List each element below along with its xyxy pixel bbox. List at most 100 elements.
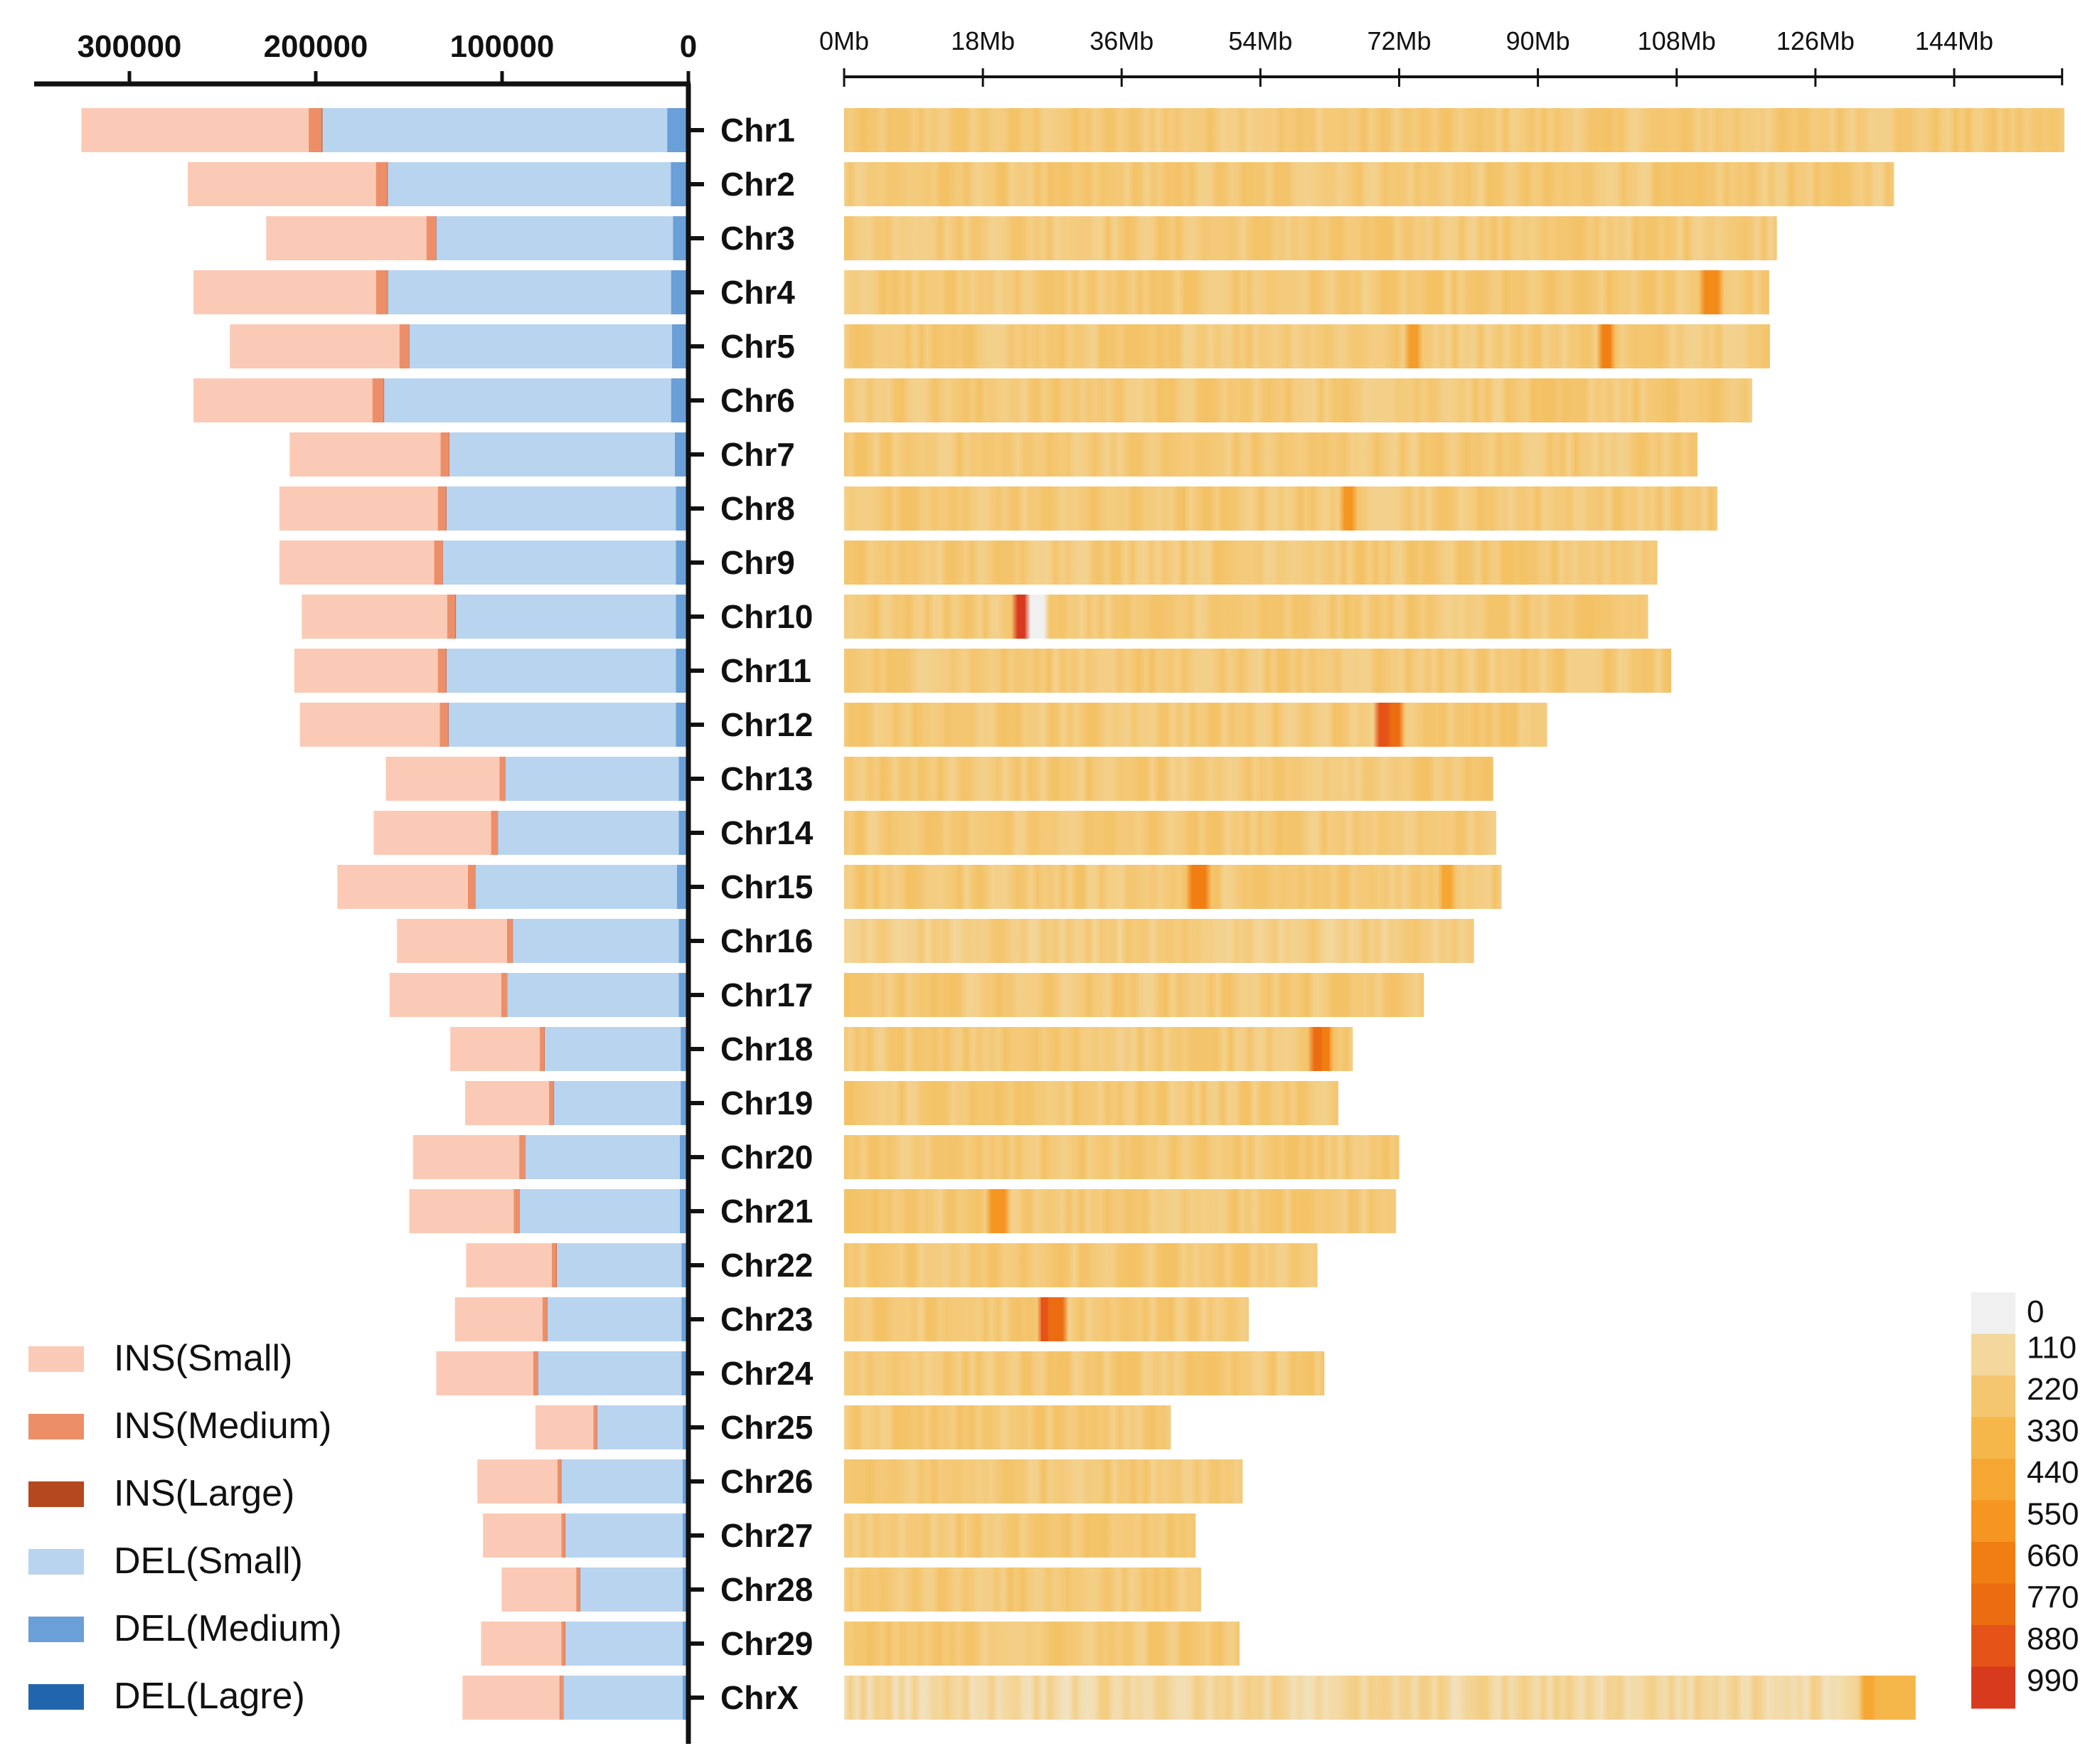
scale-label: 0: [2027, 1294, 2044, 1329]
bar-group-chr8: [279, 486, 688, 531]
heat-strip-chr22: [844, 1243, 1318, 1287]
heat-strip-chr1: [844, 108, 2064, 152]
bar-segment-del-small: [388, 162, 671, 206]
heat-strip-chr3: [844, 216, 1777, 260]
chromosome-label: Chr3: [720, 220, 795, 257]
bar-segment-del-medium: [681, 1081, 688, 1125]
chromosome-label: Chr17: [720, 976, 813, 1013]
heat-hotspot: [1441, 865, 1449, 909]
bar-group-chr17: [389, 973, 688, 1017]
bar-segment-del-medium: [678, 757, 688, 801]
bar-group-chr14: [373, 811, 688, 855]
chromosome-label: Chr8: [720, 490, 795, 527]
bar-segment-ins-large: [448, 703, 449, 747]
heat-strip-chr17: [844, 973, 1424, 1017]
bar-segment-ins-small: [436, 1351, 533, 1395]
bar-segment-ins-medium: [576, 1567, 580, 1612]
heat-hotspot: [1392, 703, 1400, 747]
legend-label: INS(Medium): [114, 1405, 331, 1447]
bar-segment-del-small: [505, 757, 679, 801]
bar-segment-del-medium: [671, 270, 688, 314]
heat-hotspot: [1018, 595, 1025, 639]
heat-strip-chr7: [844, 432, 1697, 477]
bar-segment-del-medium: [681, 1297, 688, 1341]
heat-hotspot: [994, 1189, 1002, 1233]
legend-label: DEL(Small): [114, 1540, 303, 1582]
legend-swatch: [28, 1481, 84, 1507]
bar-segment-ins-medium: [491, 811, 498, 855]
bar-group-chr6: [193, 378, 688, 422]
bar-segment-ins-small: [466, 1243, 552, 1287]
heat-strip-chr20: [844, 1135, 1400, 1179]
chromosome-label: Chr22: [720, 1247, 813, 1284]
scale-label: 880: [2027, 1622, 2079, 1656]
chromosome-label: Chr4: [720, 274, 795, 311]
legend-item: INS(Large): [28, 1473, 294, 1514]
bar-segment-ins-large: [547, 1297, 548, 1341]
scale-label: 220: [2027, 1372, 2079, 1407]
bar-segment-del-small: [563, 1676, 683, 1720]
bar-segment-ins-medium: [437, 486, 447, 531]
heat-hotspot: [1707, 270, 1715, 314]
bar-segment-del-small: [388, 270, 671, 314]
legend-item: INS(Small): [28, 1338, 292, 1379]
bar-segment-ins-medium: [447, 595, 456, 639]
bar-segment-ins-small: [397, 919, 507, 963]
scale-swatch: [1971, 1292, 2015, 1334]
bar-segment-ins-medium: [434, 541, 443, 585]
heat-hotspot: [1040, 1297, 1048, 1341]
bar-group-chrx: [462, 1676, 689, 1720]
bar-group-chr4: [193, 270, 688, 314]
legend-item: DEL(Small): [28, 1540, 303, 1582]
bar-segment-del-small: [384, 378, 671, 422]
bar-axis-tick-label: 100000: [450, 29, 555, 64]
heat-strip-chr15: [844, 865, 1502, 909]
heat-strip-chr8: [844, 486, 1718, 531]
bar-segment-ins-small: [462, 1676, 560, 1720]
bar-segment-ins-medium: [437, 649, 447, 693]
bar-segment-ins-medium: [593, 1405, 597, 1449]
bar-group-chr27: [483, 1513, 689, 1558]
bar-segment-ins-large: [556, 1243, 558, 1287]
scale-swatch: [1971, 1666, 2015, 1709]
heat-strip-chr16: [844, 919, 1474, 963]
heat-hotspot: [1380, 703, 1387, 747]
bar-segment-ins-medium: [513, 1189, 520, 1233]
bar-segment-del-medium: [682, 1622, 688, 1666]
legend-item: DEL(Medium): [28, 1608, 342, 1649]
scale-label: 550: [2027, 1497, 2079, 1532]
chromosome-label: ChrX: [720, 1679, 799, 1716]
bar-segment-ins-small: [299, 703, 440, 747]
bar-segment-ins-small: [412, 1135, 520, 1179]
bar-group-chr7: [289, 432, 688, 477]
mb-axis-tick-label: 36Mb: [1089, 26, 1153, 55]
bar-segment-ins-medium: [375, 162, 388, 206]
bar-segment-del-small: [597, 1405, 683, 1449]
bar-segment-del-small: [553, 1081, 681, 1125]
bar-segment-del-small: [456, 595, 676, 639]
chromosome-label: Chr27: [720, 1517, 813, 1554]
bar-group-chr11: [294, 649, 688, 693]
bar-group-chr26: [477, 1459, 689, 1503]
chromosome-label: Chr6: [720, 382, 795, 419]
density-heatmap: [844, 108, 2064, 1720]
bar-segment-ins-small: [477, 1459, 558, 1503]
mb-axis-tick-label: 90Mb: [1506, 26, 1570, 55]
chromosome-label: Chr20: [720, 1139, 813, 1176]
bar-segment-del-medium: [673, 216, 688, 260]
bar-segment-ins-small: [483, 1513, 562, 1558]
heat-strip-chr27: [844, 1513, 1196, 1558]
bar-group-chr19: [465, 1081, 689, 1125]
bar-segment-del-small: [447, 649, 676, 693]
heat-strip-chr12: [844, 703, 1547, 747]
chromosome-label: Chr16: [720, 922, 813, 959]
heat-hotspot: [1411, 324, 1419, 368]
bar-group-chr23: [454, 1297, 689, 1341]
heat-strip-chr14: [844, 811, 1497, 855]
bar-segment-del-small: [565, 1622, 683, 1666]
bar-segment-ins-medium: [439, 703, 449, 747]
heat-hotspot: [1314, 1027, 1322, 1071]
bar-segment-del-medium: [675, 432, 688, 477]
chromosome-label: Chr14: [720, 814, 814, 851]
